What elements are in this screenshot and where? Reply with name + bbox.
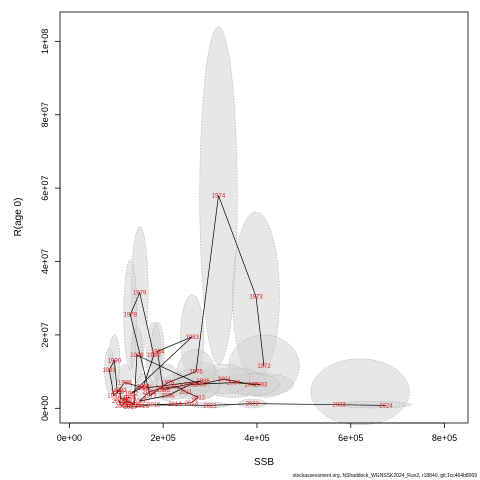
year-label-1976: 1976: [161, 381, 175, 387]
y-axis: 0e+00 2e+07 4e+07 6e+07 8e+07 1e+08: [40, 29, 61, 421]
year-label-2019: 2019: [112, 399, 126, 405]
year-label-1985: 1985: [156, 388, 170, 394]
x-tick-label: 8e+05: [432, 433, 457, 443]
year-label-2005: 2005: [184, 382, 198, 388]
year-label-2020: 2020: [120, 403, 134, 409]
trajectory-layer: [108, 195, 386, 408]
year-label-1998: 1998: [127, 403, 141, 409]
year-label-1984: 1984: [151, 349, 165, 355]
year-label-1977: 1977: [143, 393, 157, 399]
year-label-2014: 2014: [168, 402, 182, 408]
year-label-1994: 1994: [114, 397, 128, 403]
y-axis-title: R(age 0): [13, 198, 24, 237]
year-label-2023: 2023: [332, 403, 346, 409]
x-tick-label: 6e+05: [338, 433, 363, 443]
confidence-ellipse-2021: [191, 401, 230, 409]
year-label-layer: 1972 1973 1974 1975 1976 1977 1978 1979 1980 1981…: [103, 193, 394, 411]
year-label-1999: 1999: [130, 353, 144, 359]
year-label-2018: 2018: [115, 404, 129, 410]
year-label-1982: 1982: [125, 392, 139, 398]
y-tick-label: 6e+07: [40, 176, 50, 201]
year-label-2003: 2003: [254, 382, 268, 388]
year-label-1992: 1992: [107, 393, 121, 399]
year-label-2002: 2002: [245, 382, 259, 388]
confidence-ellipse-2023: [310, 358, 410, 426]
trajectory-line: [108, 195, 386, 408]
year-label-2015: 2015: [147, 403, 161, 409]
footer-caption: stockassessment.org, NShaddock_WGNSSK202…: [293, 473, 477, 479]
year-label-2012: 2012: [192, 395, 206, 401]
year-label-2007: 2007: [133, 399, 147, 405]
year-label-1974: 1974: [212, 193, 226, 199]
x-axis: 0e+00 2e+05 4e+05 6e+05 8e+05: [57, 422, 457, 443]
year-label-1979: 1979: [133, 291, 147, 297]
year-label-1972: 1972: [257, 364, 271, 370]
year-label-2008: 2008: [142, 390, 156, 396]
year-label-1990: 1990: [108, 359, 122, 365]
year-label-1973: 1973: [249, 294, 263, 300]
y-tick-label: 8e+07: [40, 102, 50, 127]
year-label-2016: 2016: [135, 404, 149, 410]
x-axis-title: SSB: [254, 457, 274, 468]
year-label-1989: 1989: [111, 390, 125, 396]
year-label-2024: 2024: [379, 403, 393, 409]
year-label-1995: 1995: [123, 395, 137, 401]
year-label-1996: 1996: [118, 401, 132, 407]
year-label-1978: 1978: [124, 313, 138, 319]
year-label-2017: 2017: [124, 405, 138, 411]
year-label-2001: 2001: [217, 377, 231, 383]
y-tick-label: 1e+08: [40, 29, 50, 54]
y-tick-label: 4e+07: [40, 249, 50, 274]
year-label-2010: 2010: [170, 384, 184, 390]
x-tick-label: 0e+00: [57, 433, 82, 443]
year-label-2013: 2013: [185, 401, 199, 407]
year-label-2000: 2000: [193, 382, 207, 388]
year-label-2021: 2021: [203, 403, 217, 409]
year-label-1993: 1993: [113, 388, 127, 394]
year-label-1987: 1987: [138, 386, 152, 392]
year-label-2022: 2022: [246, 402, 260, 408]
year-label-1981: 1981: [137, 384, 151, 390]
y-tick-label: 0e+00: [40, 396, 50, 421]
year-label-2004: 2004: [227, 381, 241, 387]
year-label-2009: 2009: [156, 386, 170, 392]
year-label-2011: 2011: [179, 390, 193, 396]
year-label-1986: 1986: [196, 379, 210, 385]
year-label-1975: 1975: [189, 370, 203, 376]
year-label-1988: 1988: [118, 381, 132, 387]
y-tick-label: 2e+07: [40, 322, 50, 347]
x-tick-label: 2e+05: [151, 433, 176, 443]
year-label-1980: 1980: [147, 353, 161, 359]
year-label-1991: 1991: [103, 368, 117, 374]
year-label-1997: 1997: [122, 399, 136, 405]
year-label-2006: 2006: [161, 393, 175, 399]
x-tick-label: 4e+05: [244, 433, 269, 443]
year-label-1983: 1983: [186, 335, 200, 341]
